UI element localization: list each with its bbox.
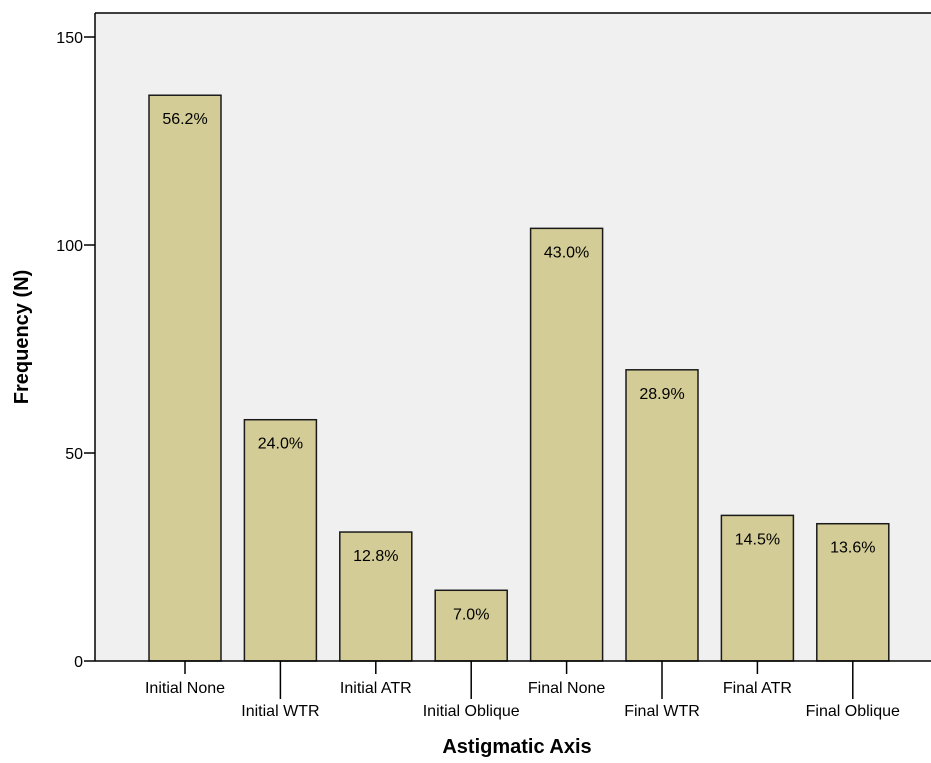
bar-initial-none xyxy=(148,94,222,662)
bar-data-label: 7.0% xyxy=(453,606,489,623)
bar-data-label: 43.0% xyxy=(544,244,589,261)
y-axis: 0 50 100 150 xyxy=(56,12,931,671)
bar-final-wtr xyxy=(625,369,699,662)
x-category-label: Final WTR xyxy=(624,703,700,720)
bar-data-label: 13.6% xyxy=(830,540,875,557)
bar-final-oblique xyxy=(816,522,890,662)
y-tick-label: 100 xyxy=(56,238,83,255)
x-category-label: Final None xyxy=(528,680,605,697)
y-axis-title: Frequency (N) xyxy=(11,270,33,404)
bar-data-label: 56.2% xyxy=(162,111,207,128)
bar-initial-oblique xyxy=(434,589,508,662)
x-category-label: Final Oblique xyxy=(806,703,900,720)
x-category-label: Initial WTR xyxy=(241,703,319,720)
bar-initial-atr xyxy=(339,531,413,662)
bar-data-label: 28.9% xyxy=(639,386,684,403)
x-axis: Initial None Initial WTR Initial ATR Initia… xyxy=(95,660,931,720)
bar-data-label: 24.0% xyxy=(258,436,303,453)
bar-group: 56.2% 24.0% 12.8% 7.0% 43.0% 28.9% 14.5% 13.6% xyxy=(148,94,890,662)
x-axis-title: Astigmatic Axis xyxy=(442,736,591,758)
y-tick-label: 50 xyxy=(65,446,83,463)
bar-final-none xyxy=(529,227,604,662)
y-tick-label: 0 xyxy=(74,654,83,671)
bar-initial-wtr xyxy=(243,418,318,662)
bar-data-label: 12.8% xyxy=(353,548,398,565)
x-category-label: Initial Oblique xyxy=(423,703,520,720)
bar-data-label: 14.5% xyxy=(735,531,780,548)
y-tick-label: 150 xyxy=(56,30,83,47)
x-category-label: Initial None xyxy=(145,680,225,697)
x-category-label: Final ATR xyxy=(723,680,792,697)
bar-final-atr xyxy=(720,514,795,662)
x-category-label: Initial ATR xyxy=(340,680,412,697)
